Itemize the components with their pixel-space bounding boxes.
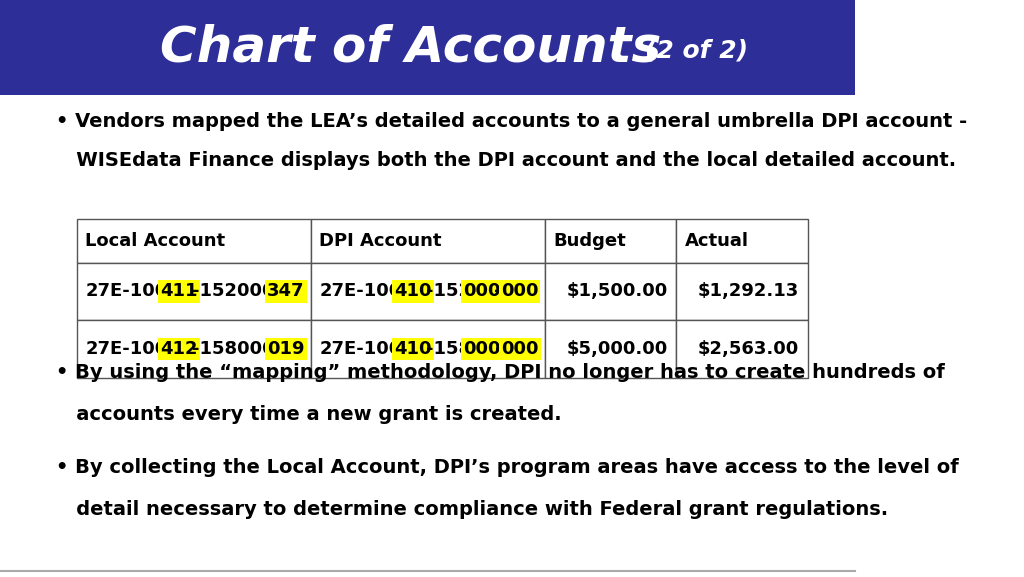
FancyBboxPatch shape: [311, 219, 545, 263]
FancyBboxPatch shape: [77, 263, 311, 320]
FancyBboxPatch shape: [0, 0, 855, 95]
Text: • By using the “mapping” methodology, DPI no longer has to create hundreds of: • By using the “mapping” methodology, DP…: [55, 363, 944, 381]
Text: (2 of 2): (2 of 2): [645, 39, 749, 62]
Text: WISEdata Finance displays both the DPI account and the local detailed account.: WISEdata Finance displays both the DPI a…: [55, 151, 955, 170]
Text: -152: -152: [426, 282, 471, 301]
Text: accounts every time a new grant is created.: accounts every time a new grant is creat…: [55, 405, 561, 424]
Text: 000: 000: [463, 340, 501, 358]
Text: 347: 347: [267, 282, 304, 301]
Text: 27E-100-: 27E-100-: [319, 282, 410, 301]
Text: -158: -158: [426, 340, 471, 358]
Text: -: -: [495, 282, 502, 301]
Text: detail necessary to determine compliance with Federal grant regulations.: detail necessary to determine compliance…: [55, 500, 888, 519]
FancyBboxPatch shape: [545, 219, 676, 263]
Text: Chart of Accounts: Chart of Accounts: [160, 24, 660, 72]
FancyBboxPatch shape: [676, 320, 808, 378]
Text: -: -: [495, 340, 502, 358]
Text: Budget: Budget: [553, 232, 626, 250]
Text: Actual: Actual: [685, 232, 749, 250]
Text: 000: 000: [501, 340, 539, 358]
Text: Local Account: Local Account: [85, 232, 225, 250]
Text: • By collecting the Local Account, DPI’s program areas have access to the level : • By collecting the Local Account, DPI’s…: [55, 458, 958, 477]
Text: 000: 000: [463, 282, 501, 301]
Text: DPI Account: DPI Account: [319, 232, 442, 250]
Text: 412: 412: [161, 340, 198, 358]
Text: • Vendors mapped the LEA’s detailed accounts to a general umbrella DPI account -: • Vendors mapped the LEA’s detailed acco…: [55, 112, 967, 130]
Text: 27E-100-: 27E-100-: [85, 282, 175, 301]
Text: 410: 410: [394, 340, 432, 358]
FancyBboxPatch shape: [545, 320, 676, 378]
Text: 000: 000: [501, 282, 539, 301]
Text: $5,000.00: $5,000.00: [566, 340, 668, 358]
Text: 27E-100-: 27E-100-: [319, 340, 410, 358]
Text: 27E-100-: 27E-100-: [85, 340, 175, 358]
Text: 019: 019: [267, 340, 304, 358]
FancyBboxPatch shape: [311, 263, 545, 320]
Text: $1,292.13: $1,292.13: [698, 282, 800, 301]
Text: -158000-: -158000-: [191, 340, 282, 358]
FancyBboxPatch shape: [77, 320, 311, 378]
FancyBboxPatch shape: [545, 263, 676, 320]
Text: 411: 411: [161, 282, 198, 301]
FancyBboxPatch shape: [77, 219, 311, 263]
FancyBboxPatch shape: [676, 263, 808, 320]
Text: -152000-: -152000-: [191, 282, 282, 301]
FancyBboxPatch shape: [676, 219, 808, 263]
Text: $1,500.00: $1,500.00: [566, 282, 668, 301]
FancyBboxPatch shape: [311, 320, 545, 378]
Text: 410: 410: [394, 282, 432, 301]
Text: $2,563.00: $2,563.00: [698, 340, 800, 358]
